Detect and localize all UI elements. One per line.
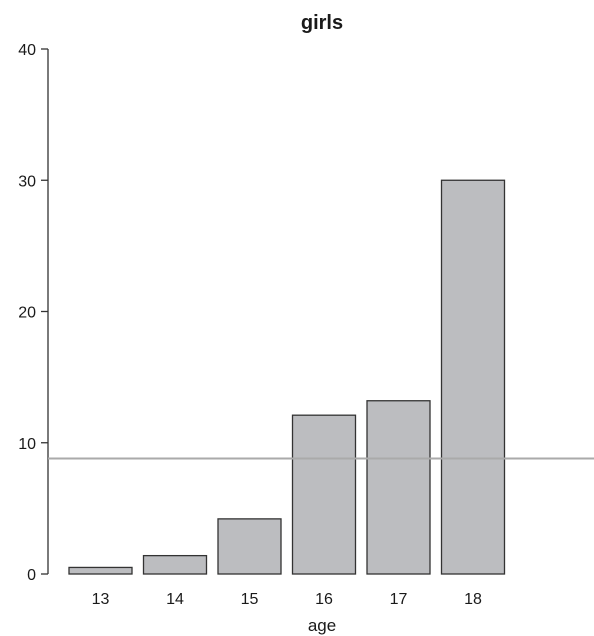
- x-tick-label: 18: [464, 591, 482, 608]
- chart-title: girls: [301, 12, 343, 34]
- bar: [68, 566, 133, 575]
- x-axis: 13 14 15 16 17 18: [92, 591, 482, 608]
- bar: [291, 414, 357, 575]
- x-tick-label: 17: [390, 591, 408, 608]
- x-tick-label: 16: [315, 591, 333, 608]
- x-tick-label: 15: [241, 591, 259, 608]
- x-axis-label: age: [308, 616, 336, 635]
- y-tick-label: 40: [18, 42, 36, 59]
- bars: [68, 179, 506, 575]
- y-tick-label: 20: [18, 305, 36, 322]
- y-axis: 0 10 20 30 40: [18, 42, 49, 584]
- x-tick-label: 13: [92, 591, 110, 608]
- y-tick-label: 0: [27, 567, 36, 584]
- bar: [217, 518, 282, 575]
- y-tick-label: 30: [18, 173, 36, 190]
- x-tick-label: 14: [166, 591, 184, 608]
- bar: [366, 400, 431, 575]
- bar: [440, 179, 506, 575]
- y-tick-label: 10: [18, 436, 36, 453]
- bar: [142, 554, 208, 575]
